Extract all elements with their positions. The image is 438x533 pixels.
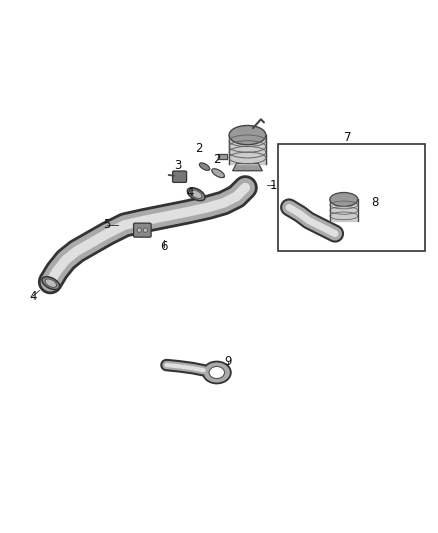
- Text: 3: 3: [174, 159, 181, 172]
- Polygon shape: [199, 163, 210, 170]
- FancyBboxPatch shape: [173, 171, 187, 182]
- Ellipse shape: [45, 279, 57, 287]
- Polygon shape: [330, 199, 358, 221]
- Ellipse shape: [229, 125, 266, 145]
- Text: 9: 9: [224, 356, 232, 368]
- Ellipse shape: [191, 190, 202, 198]
- Text: 6: 6: [160, 240, 168, 253]
- Text: 7: 7: [344, 131, 352, 144]
- Ellipse shape: [42, 277, 60, 289]
- Text: 5: 5: [104, 219, 111, 231]
- Text: 2: 2: [213, 152, 221, 166]
- FancyBboxPatch shape: [134, 223, 151, 237]
- Polygon shape: [233, 164, 262, 171]
- Ellipse shape: [209, 367, 225, 378]
- Text: 4: 4: [187, 185, 194, 198]
- Bar: [278, 144, 425, 251]
- Polygon shape: [212, 169, 224, 177]
- Text: 8: 8: [371, 197, 378, 209]
- Text: 1: 1: [270, 179, 278, 192]
- Ellipse shape: [187, 188, 205, 201]
- Ellipse shape: [330, 192, 358, 206]
- Polygon shape: [229, 135, 266, 164]
- Text: 4: 4: [29, 290, 37, 303]
- Text: 2: 2: [195, 142, 203, 155]
- Polygon shape: [218, 154, 227, 159]
- Ellipse shape: [203, 361, 231, 383]
- Circle shape: [143, 228, 148, 232]
- Circle shape: [137, 228, 141, 232]
